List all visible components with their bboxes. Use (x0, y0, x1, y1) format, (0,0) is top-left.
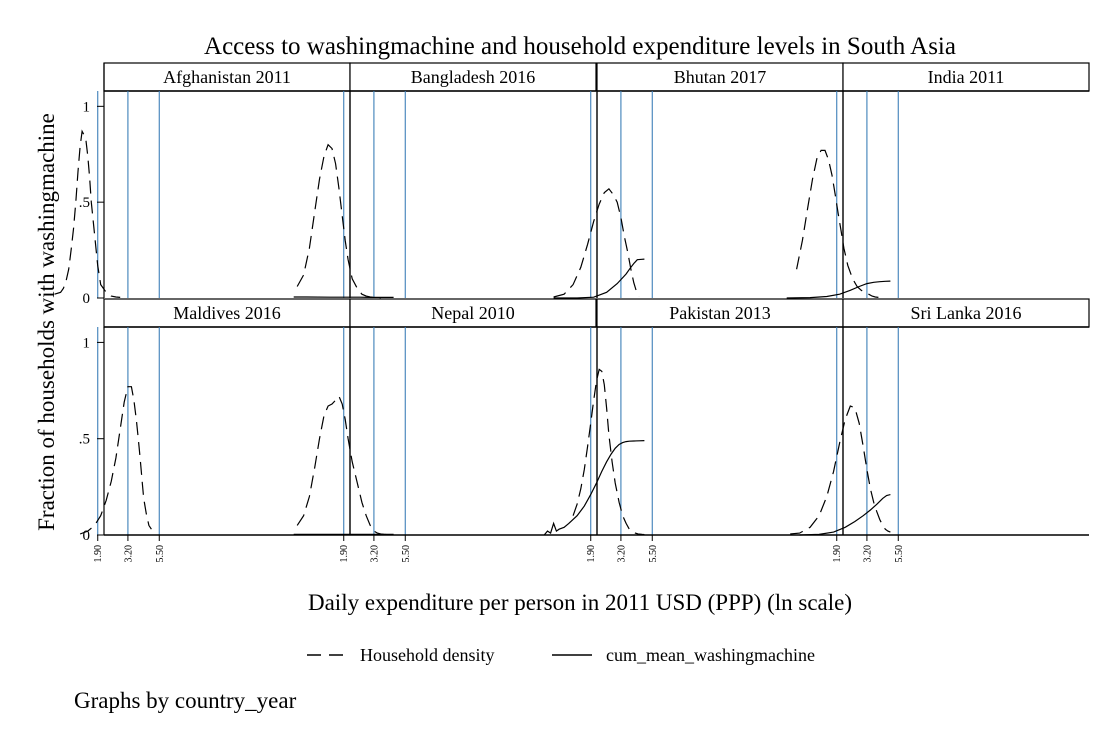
panel-header-box (103, 62, 351, 92)
panel-pakistan-2013: Pakistan 2013 (543, 298, 844, 536)
x-tick-label-5-50: 5.50 (648, 545, 659, 563)
x-axis-label: Daily expenditure per person in 2011 USD… (308, 590, 852, 615)
x-tick-label-3-20: 3.20 (616, 545, 627, 563)
series-cum-mean-washingmachine (543, 440, 645, 536)
panel-title: Bhutan 2017 (674, 67, 767, 87)
panel-bhutan-2017: Bhutan 2017 (553, 62, 844, 299)
series-household-density (79, 386, 152, 535)
graphs-by-note: Graphs by country_year (74, 688, 297, 713)
series-cum-mean-washingmachine (799, 494, 891, 536)
series-cum-mean-washingmachine (553, 258, 645, 299)
series-household-density (296, 143, 381, 299)
x-tick-label-3-20: 3.20 (123, 545, 134, 563)
series-household-density (296, 395, 394, 536)
panels-group: Afghanistan 2011 Bangladesh 2016 Bhutan 20… (54, 62, 1090, 536)
panel-title: Pakistan 2013 (669, 303, 771, 323)
legend-label-density: Household density (360, 645, 495, 665)
x-tick-label-5-50: 5.50 (401, 545, 412, 563)
y-tick-label: 0 (83, 528, 91, 544)
panel-header-box (842, 298, 1090, 328)
series-household-density (572, 368, 645, 536)
panel-afghanistan-2011: Afghanistan 2011 (54, 62, 351, 298)
panel-india-2011: India 2011 (786, 62, 1090, 299)
legend-label-cum-mean: cum_mean_washingmachine (606, 645, 815, 665)
x-tick-label-5-50: 5.50 (894, 545, 905, 563)
panel-maldives-2016: Maldives 2016 (79, 298, 351, 535)
y-tick-label: 1 (83, 99, 91, 115)
x-tick-label-5-50: 5.50 (155, 545, 166, 563)
legend: Household density cum_mean_washingmachin… (307, 645, 815, 665)
x-tick-label-1-90: 1.90 (832, 545, 843, 563)
axes-group: 0 .5 1 0 .5 1 1.90 3.20 5.50 1.90 3.20 5.50 1.90 3.20… (79, 63, 1089, 563)
panel-title: Maldives 2016 (173, 303, 281, 323)
x-tick-label-1-90: 1.90 (339, 545, 350, 563)
panel-sri-lanka-2016: Sri Lanka 2016 (790, 298, 1090, 536)
series-household-density (790, 405, 891, 535)
panel-bangladesh-2016: Bangladesh 2016 (293, 62, 597, 299)
y-tick-label: 1 (83, 335, 91, 351)
series-cum-mean-washingmachine (786, 280, 891, 299)
series-household-density (553, 187, 640, 298)
panel-title: Sri Lanka 2016 (911, 303, 1022, 323)
chart-title: Access to washingmachine and household e… (204, 33, 956, 60)
y-tick-label: .5 (79, 195, 90, 211)
panel-header-box (596, 62, 844, 92)
x-tick-label-3-20: 3.20 (862, 545, 873, 563)
panel-title: Afghanistan 2011 (163, 67, 291, 87)
series-household-density (54, 129, 121, 298)
panel-title: Bangladesh 2016 (411, 67, 535, 87)
y-tick-label: .5 (79, 432, 90, 448)
y-axis-label: Fraction of households with washingmachi… (34, 113, 59, 531)
panel-header-box (349, 298, 597, 328)
panel-title: Nepal 2010 (431, 303, 514, 323)
panel-header-box (596, 298, 844, 328)
series-household-density (796, 149, 879, 298)
panel-header-box (842, 62, 1090, 92)
panel-nepal-2010: Nepal 2010 (293, 298, 597, 536)
panel-title: India 2011 (928, 67, 1005, 87)
x-tick-label-1-90: 1.90 (93, 545, 104, 563)
y-tick-label: 0 (83, 291, 91, 307)
x-tick-label-3-20: 3.20 (369, 545, 380, 563)
panel-header-box (349, 62, 597, 92)
x-tick-label-1-90: 1.90 (586, 545, 597, 563)
panel-header-box (103, 298, 351, 328)
